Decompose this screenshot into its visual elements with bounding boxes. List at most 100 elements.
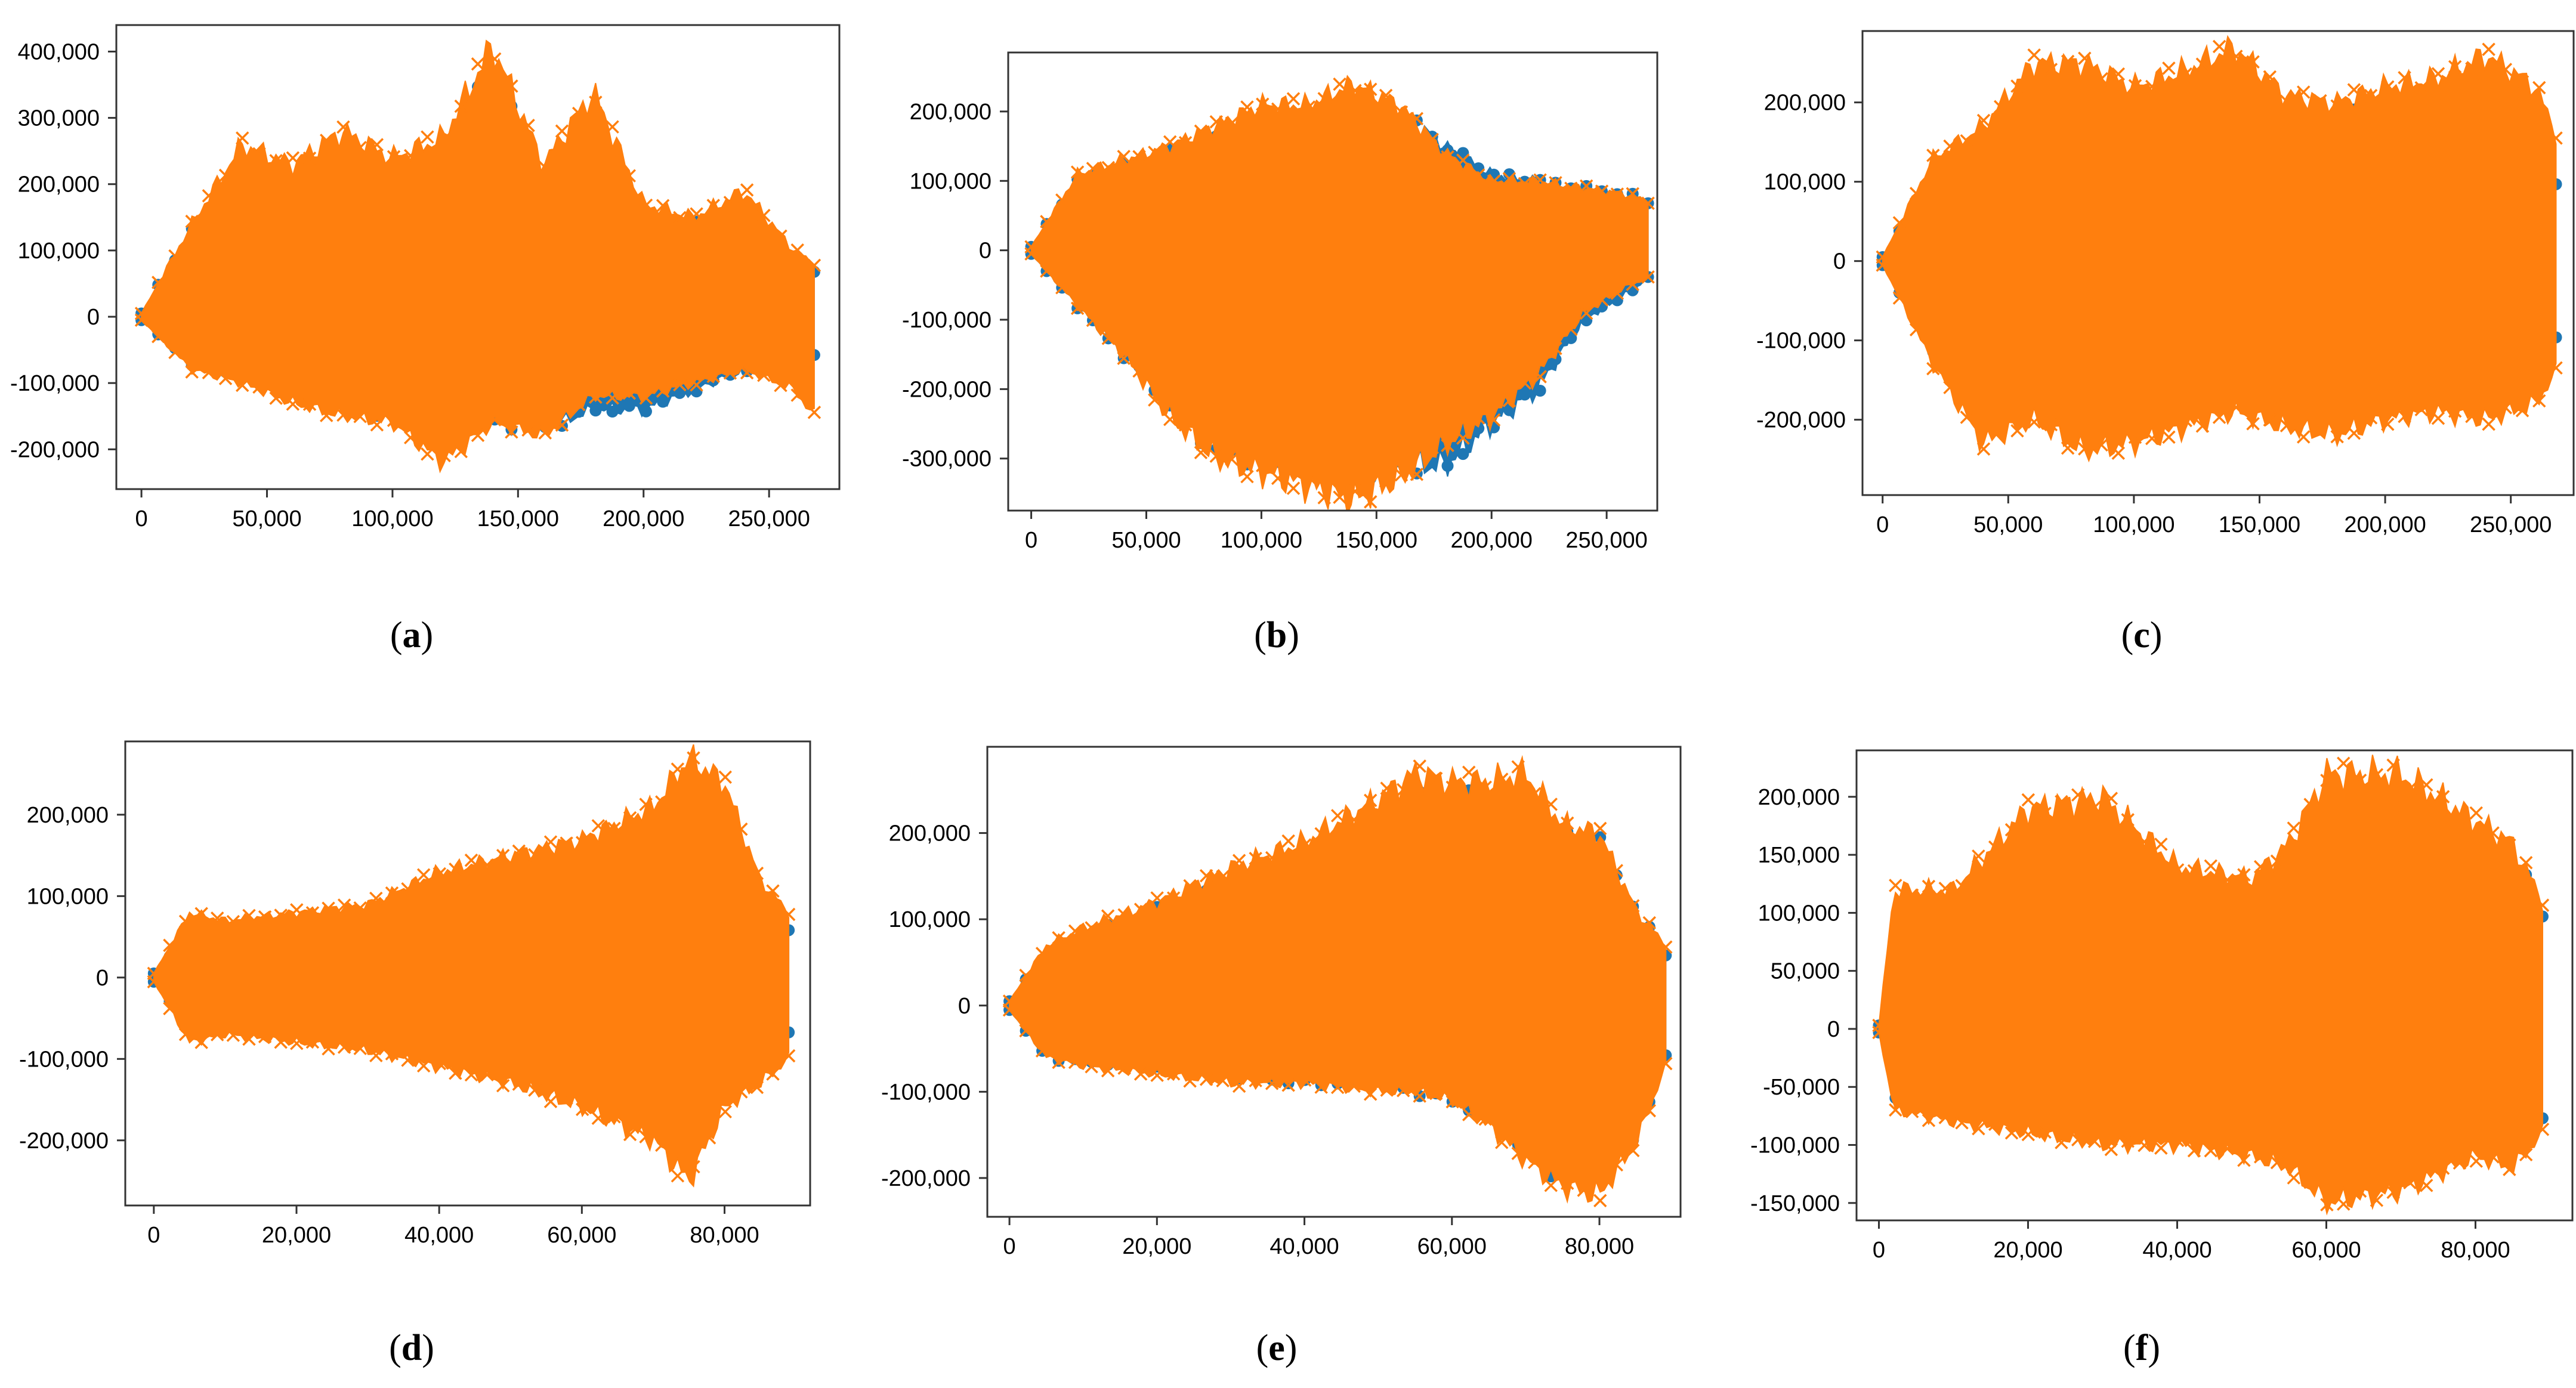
point-orange-d-27-1 — [575, 1102, 589, 1117]
point-orange-d-24-0 — [528, 848, 542, 862]
plot-frame-f — [1855, 749, 2574, 1222]
point-orange-a-34-1 — [706, 369, 720, 384]
point-orange-e-4-1 — [1068, 1055, 1082, 1069]
point-orange-d-4-1 — [211, 1028, 224, 1041]
point-orange-a-38-0 — [774, 229, 787, 243]
point-orange-c-34-0 — [2448, 60, 2462, 74]
point-orange-b-33-1 — [1533, 370, 1547, 384]
point-orange-a-13-0 — [353, 141, 367, 154]
caption-c: (c) — [2121, 615, 2163, 656]
point-orange-b-7-1 — [1132, 364, 1146, 378]
point-orange-d-6-1 — [242, 1032, 256, 1046]
point-orange-b-14-0 — [1240, 100, 1254, 114]
caption-d: (d) — [389, 1328, 434, 1368]
point-orange-f-9-0 — [2021, 793, 2036, 807]
point-orange-d-20-0 — [464, 854, 478, 867]
point-orange-c-29-1 — [2364, 411, 2378, 425]
point-orange-e-34-1 — [1561, 1176, 1574, 1191]
point-orange-e-22-0 — [1363, 793, 1377, 808]
point-orange-d-5-0 — [226, 914, 240, 929]
point-orange-e-38-0 — [1626, 899, 1640, 913]
point-orange-c-4-1 — [1943, 381, 1957, 394]
point-orange-f-6-0 — [1972, 849, 1985, 863]
point-orange-b-25-0 — [1410, 112, 1424, 126]
point-orange-c-7-0 — [1994, 100, 2007, 114]
point-orange-a-22-1 — [505, 425, 518, 439]
point-orange-e-14-1 — [1232, 1079, 1246, 1093]
point-orange-c-10-0 — [2044, 63, 2058, 76]
point-orange-e-32-0 — [1528, 787, 1542, 800]
point-orange-e-35-0 — [1577, 829, 1590, 843]
point-orange-a-17-1 — [421, 447, 434, 461]
x-tick-label: 60,000 — [1417, 1234, 1487, 1259]
point-orange-b-1-1 — [1040, 264, 1054, 278]
caption-close-paren: ) — [421, 615, 434, 656]
point-orange-b-21-0 — [1348, 84, 1362, 98]
point-orange-f-28-0 — [2337, 756, 2350, 771]
x-tick-label: 50,000 — [232, 506, 301, 531]
point-orange-f-25-1 — [2287, 1171, 2301, 1185]
point-orange-c-20-1 — [2212, 410, 2226, 424]
point-orange-a-29-0 — [622, 169, 636, 183]
point-orange-c-2-1 — [1909, 323, 1923, 336]
point-orange-a-24-0 — [538, 160, 552, 174]
point-orange-e-16-1 — [1265, 1077, 1279, 1090]
marks-f — [1872, 755, 2550, 1216]
point-orange-a-8-1 — [269, 391, 283, 405]
caption-close-paren: ) — [2148, 1328, 2160, 1368]
caption-open-paren: ( — [1256, 1328, 1269, 1368]
y-tick-label: 0 — [1827, 1017, 1840, 1042]
point-orange-f-21-1 — [2220, 1142, 2234, 1156]
point-orange-e-5-0 — [1085, 921, 1098, 935]
point-orange-a-31-1 — [656, 384, 670, 398]
caption-open-paren: ( — [2121, 615, 2134, 656]
plot-frame-b — [1007, 51, 1658, 512]
point-orange-d-28-1 — [591, 1111, 606, 1126]
point-orange-b-26-1 — [1425, 440, 1439, 455]
point-blue-b-33-1 — [1534, 384, 1546, 397]
point-orange-f-19-1 — [2187, 1143, 2201, 1158]
point-orange-e-17-1 — [1281, 1078, 1295, 1092]
point-orange-f-10-1 — [2038, 1125, 2052, 1139]
point-orange-d-16-1 — [401, 1053, 415, 1067]
plot-frame-a — [115, 24, 841, 490]
point-orange-b-20-1 — [1333, 490, 1346, 504]
point-orange-e-19-1 — [1314, 1080, 1328, 1094]
x-tick-label: 0 — [1873, 1238, 1885, 1263]
point-orange-a-12-1 — [336, 408, 350, 422]
point-orange-e-12-1 — [1199, 1072, 1213, 1086]
y-tick-label: -50,000 — [1763, 1075, 1840, 1100]
point-orange-d-5-1 — [226, 1028, 240, 1042]
point-orange-a-39-1 — [790, 388, 804, 402]
point-orange-c-32-1 — [2414, 403, 2428, 416]
point-orange-b-7-0 — [1132, 150, 1146, 164]
point-orange-e-12-0 — [1199, 868, 1213, 883]
point-orange-c-11-1 — [2061, 441, 2075, 455]
point-orange-e-23-0 — [1380, 781, 1394, 795]
point-orange-f-2-0 — [1905, 888, 1919, 902]
point-orange-b-15-1 — [1256, 459, 1270, 472]
chart-panel-c: 0 50,000 100,000 150,000 200,000 250,000 -200,… — [1756, 30, 2575, 656]
marks-a — [134, 39, 821, 474]
x-tick-label: 200,000 — [2344, 512, 2426, 537]
point-orange-d-32-1 — [655, 1138, 669, 1152]
point-orange-d-38-0 — [750, 866, 764, 880]
point-orange-f-8-1 — [2004, 1126, 2019, 1140]
y-tick-label: -300,000 — [902, 447, 992, 472]
point-orange-e-39-0 — [1642, 916, 1657, 930]
point-orange-a-14-1 — [370, 418, 384, 432]
point-orange-b-13-1 — [1225, 452, 1238, 466]
point-orange-d-9-1 — [290, 1037, 304, 1050]
point-orange-a-32-1 — [673, 378, 687, 392]
point-orange-b-27-0 — [1441, 150, 1454, 164]
x-tick-label: 40,000 — [1270, 1234, 1339, 1259]
point-orange-c-28-0 — [2347, 83, 2361, 97]
caption-letter: e — [1268, 1328, 1285, 1368]
point-orange-b-39-0 — [1626, 187, 1639, 201]
point-orange-e-33-1 — [1544, 1179, 1558, 1192]
point-blue-b-32-1 — [1518, 388, 1531, 401]
point-orange-f-39-0 — [2519, 856, 2533, 870]
point-orange-b-4-0 — [1086, 162, 1100, 175]
point-orange-d-19-0 — [449, 862, 462, 876]
point-orange-d-34-1 — [687, 1160, 700, 1174]
